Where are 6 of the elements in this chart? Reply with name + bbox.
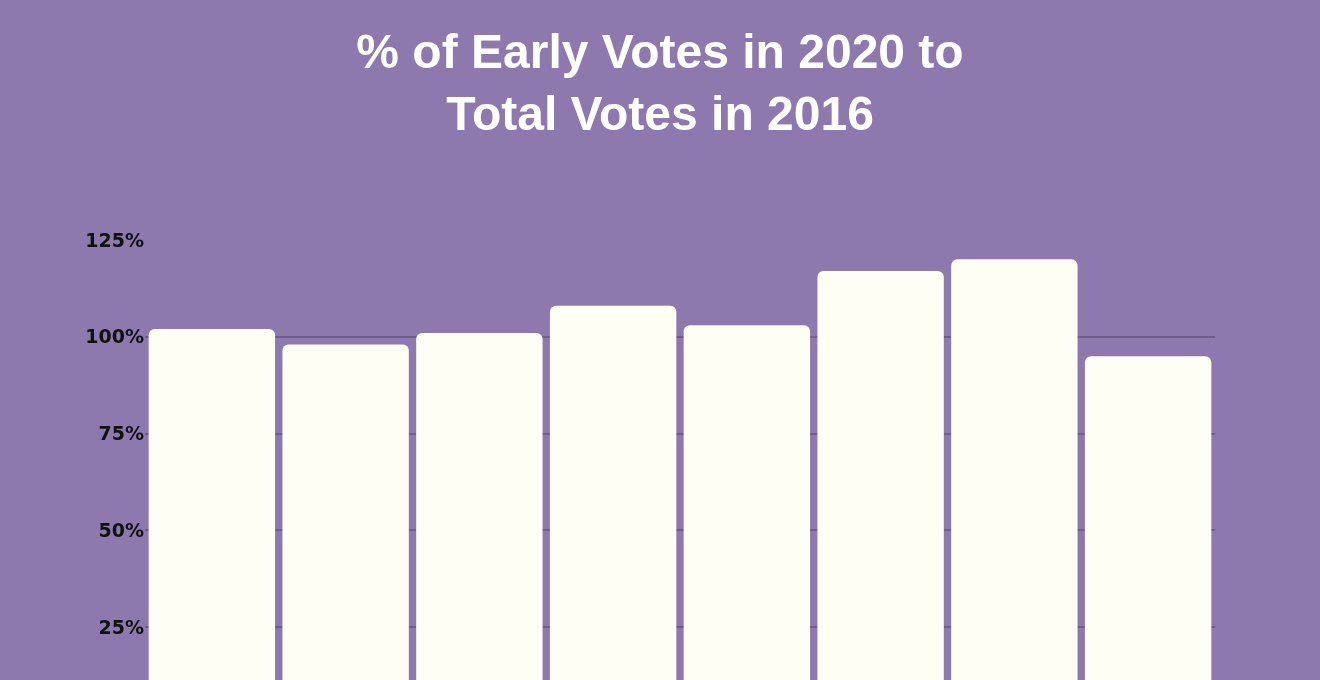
y-tick-label: 50% — [98, 519, 144, 542]
y-tick-label: 75% — [98, 422, 144, 445]
y-tick-label: 100% — [85, 325, 144, 348]
chart-title: % of Early Votes in 2020 to Total Votes in 2016 — [356, 25, 964, 141]
y-tick-label: 25% — [98, 615, 144, 638]
y-tick-label: 125% — [85, 228, 144, 251]
